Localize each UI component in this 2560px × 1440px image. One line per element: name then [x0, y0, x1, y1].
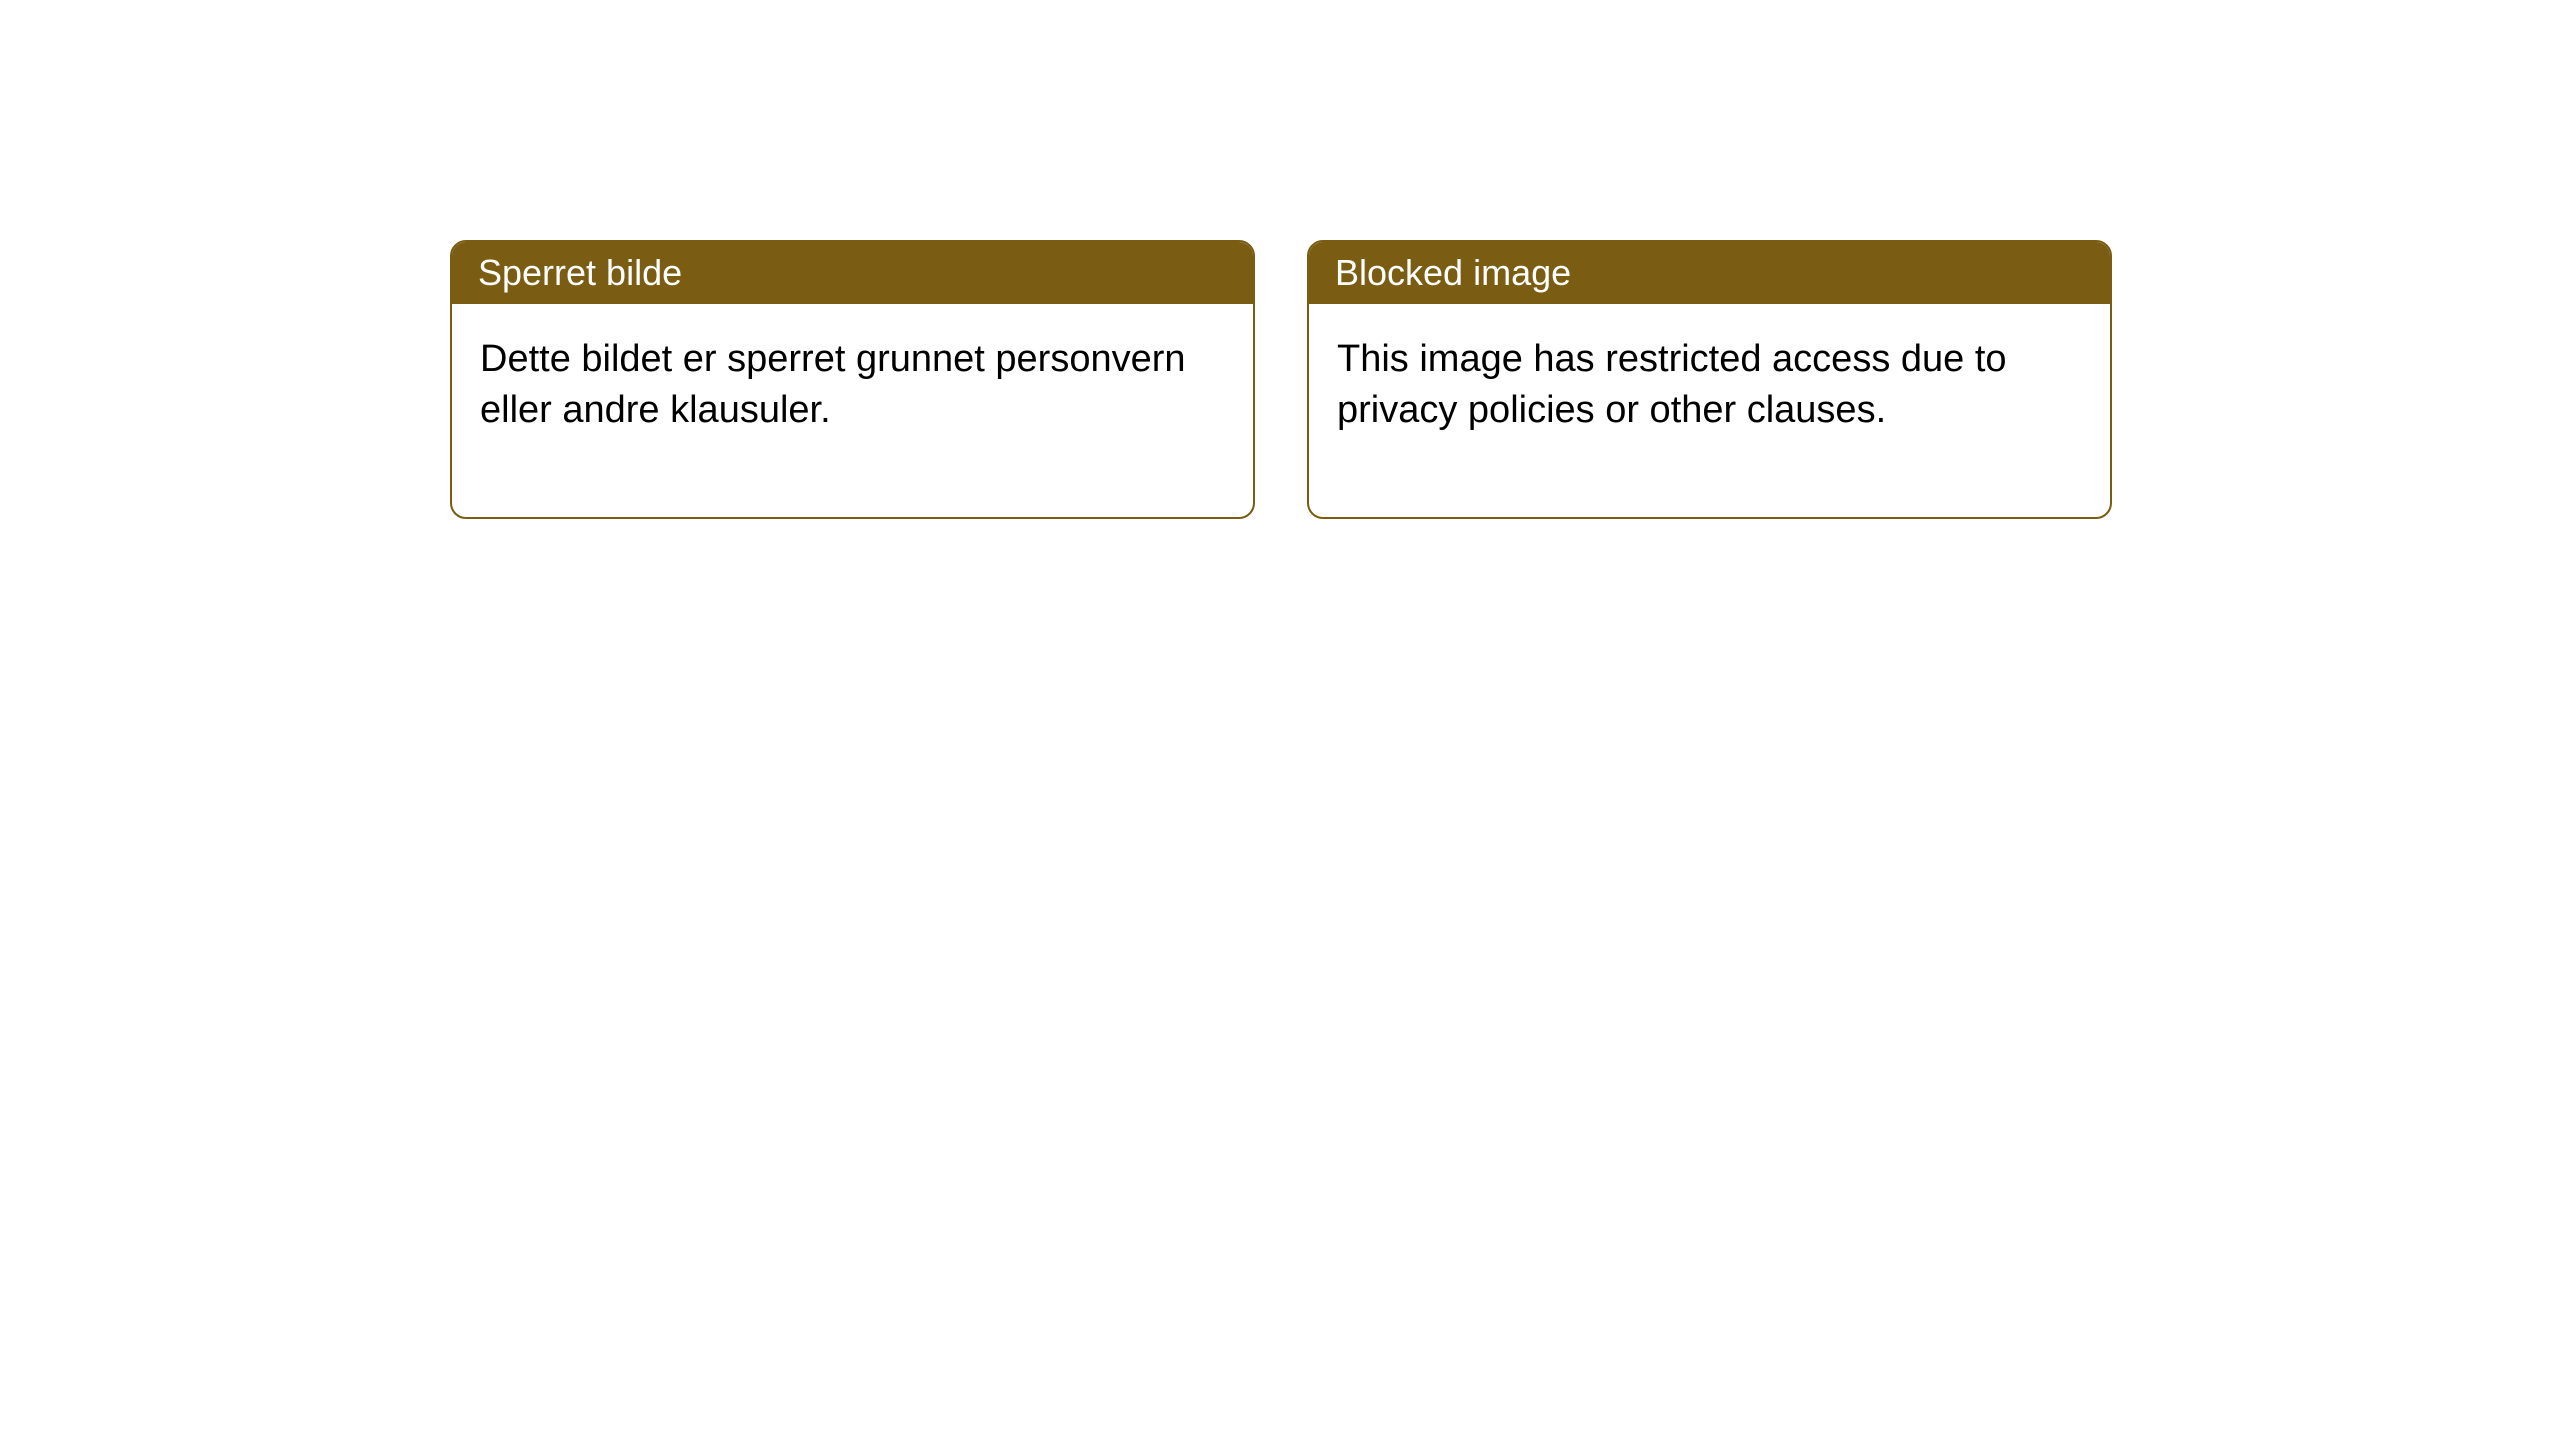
notice-card-norwegian: Sperret bilde Dette bildet er sperret gr… — [450, 240, 1255, 519]
notice-title: Blocked image — [1309, 242, 2110, 304]
notice-message: This image has restricted access due to … — [1309, 304, 2110, 517]
notice-message: Dette bildet er sperret grunnet personve… — [452, 304, 1253, 517]
notices-container: Sperret bilde Dette bildet er sperret gr… — [0, 0, 2560, 519]
notice-card-english: Blocked image This image has restricted … — [1307, 240, 2112, 519]
notice-title: Sperret bilde — [452, 242, 1253, 304]
